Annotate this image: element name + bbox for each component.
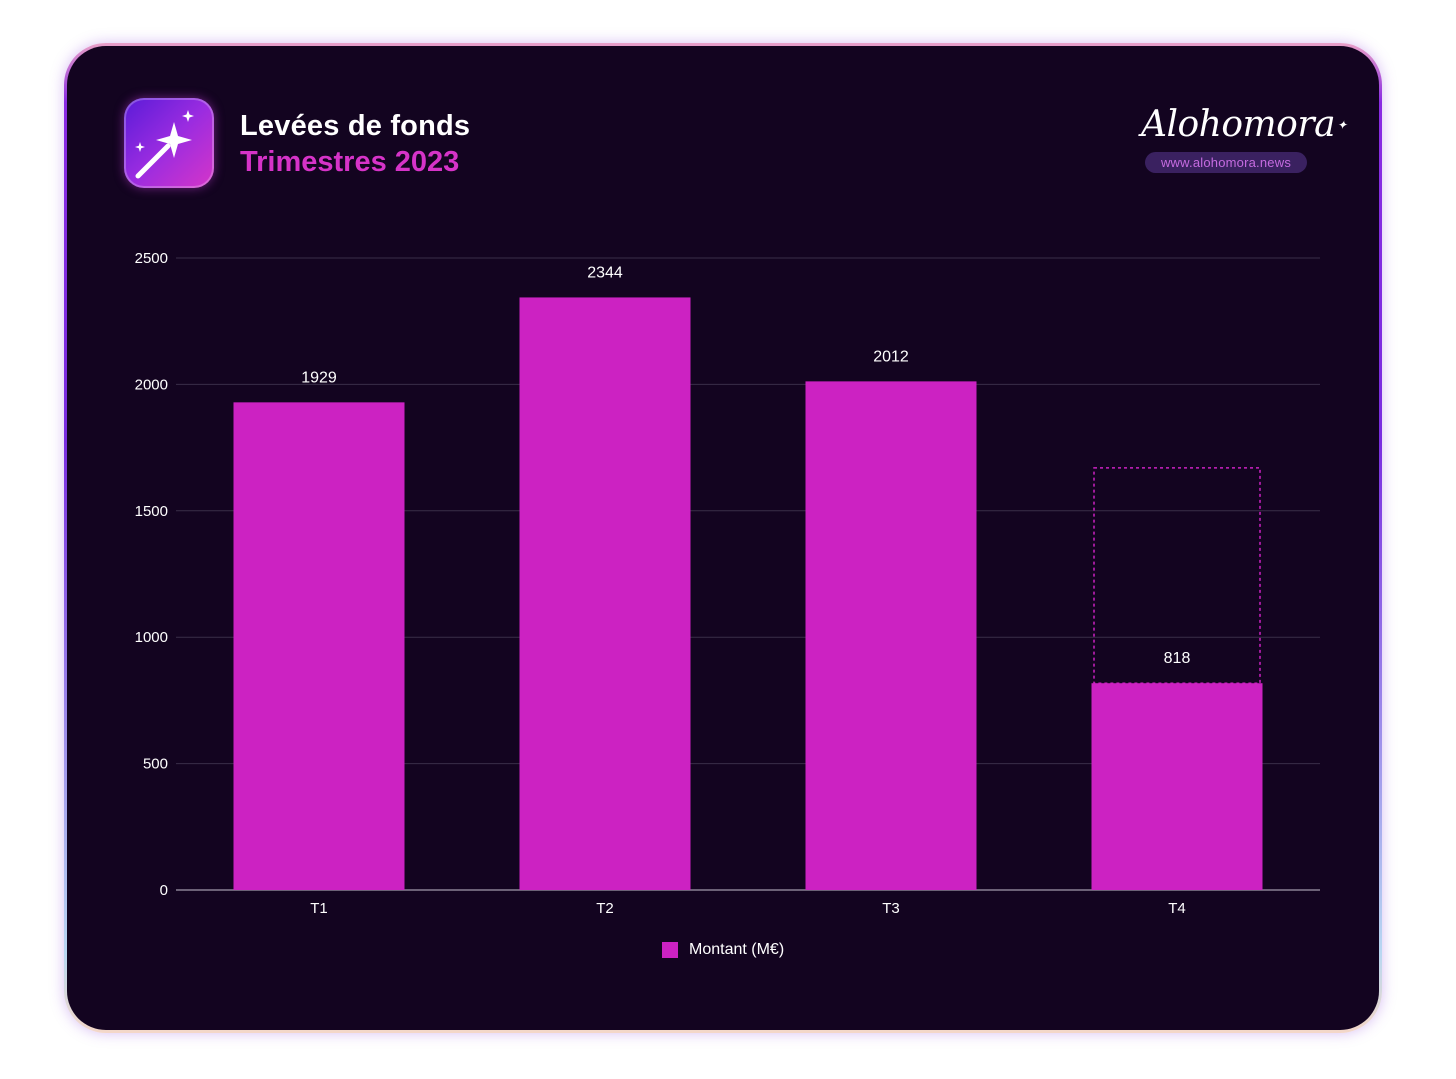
bar-data-label: 1929 <box>301 369 337 386</box>
chart-title: Levées de fonds <box>240 110 471 142</box>
chart-legend: Montant (M€) <box>662 941 784 959</box>
x-tick-label: T2 <box>596 900 614 917</box>
brand-logo: Alohomora ✦ <box>1141 104 1347 146</box>
y-tick-label: 2500 <box>135 250 168 267</box>
y-tick-label: 500 <box>143 756 168 773</box>
bar <box>805 381 977 890</box>
bar <box>519 297 691 891</box>
bar-data-label: 2012 <box>873 348 909 365</box>
bar-chart: 0 500 1000 1500 2000 2500 1929 T1 2344 T2 2012 T3 81… <box>135 250 1320 917</box>
bar <box>233 402 405 890</box>
x-tick-label: T3 <box>882 900 900 917</box>
legend-label: Montant (M€) <box>689 941 785 958</box>
brand-logo-text: Alohomora <box>1141 104 1336 145</box>
bar <box>1091 683 1263 890</box>
y-tick-label: 1500 <box>135 503 168 520</box>
legend-swatch <box>662 942 678 958</box>
sparkle-icon: ✦ <box>1337 118 1347 132</box>
magic-wand-icon <box>124 98 214 188</box>
brand-block: Alohomora ✦ www.alohomora.news <box>1141 104 1347 173</box>
brand-url-link[interactable]: www.alohomora.news <box>1144 152 1308 173</box>
x-tick-label: T4 <box>1168 900 1186 917</box>
chart-subtitle: Trimestres 2023 <box>240 146 460 178</box>
chart-card: Levées de fonds Trimestres 2023 Alohomor… <box>67 46 1379 1030</box>
y-tick-label: 1000 <box>135 629 168 646</box>
bar-data-label: 2344 <box>587 264 623 281</box>
y-tick-label: 2000 <box>135 376 168 393</box>
x-tick-label: T1 <box>310 900 328 917</box>
bar-data-label: 818 <box>1164 650 1191 667</box>
card-border: Levées de fonds Trimestres 2023 Alohomor… <box>64 43 1382 1033</box>
y-tick-label: 0 <box>160 882 168 899</box>
